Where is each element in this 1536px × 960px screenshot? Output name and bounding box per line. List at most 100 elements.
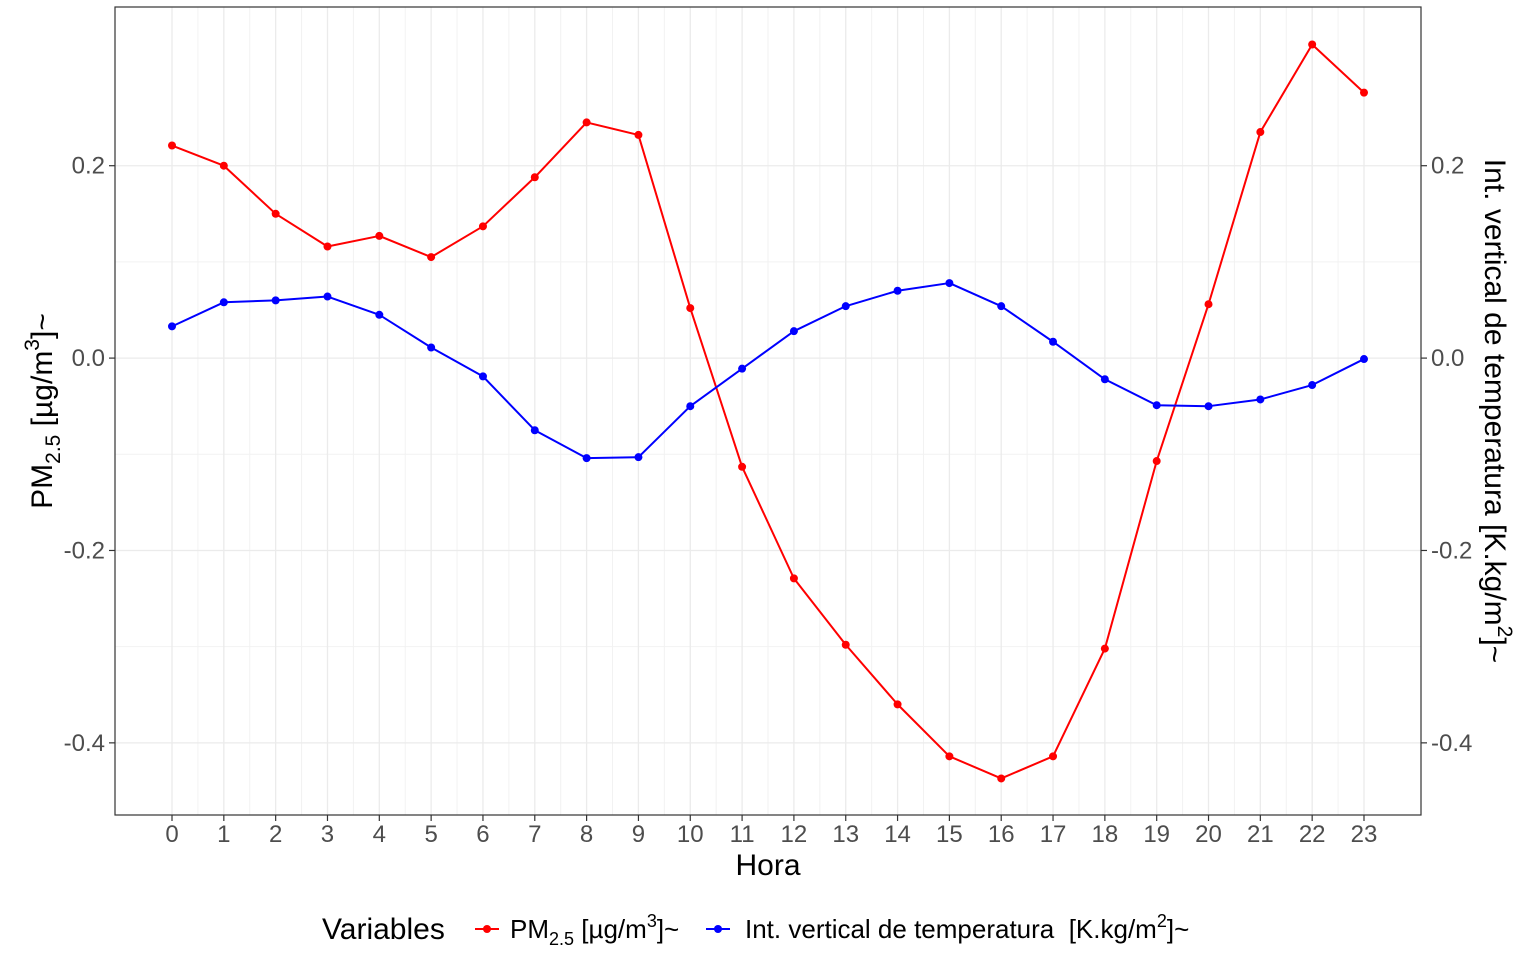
y-tick-label-left: -0.4 bbox=[64, 730, 105, 757]
x-tick-label: 8 bbox=[580, 821, 593, 848]
data-point-temperature bbox=[375, 310, 384, 319]
data-point-pm25 bbox=[841, 640, 850, 649]
data-point-pm25 bbox=[168, 141, 177, 150]
legend-title: Variables bbox=[322, 913, 445, 946]
series-line-pm25 bbox=[171, 43, 1365, 780]
y-left-unit-open: [µg/m bbox=[26, 351, 59, 435]
data-point-temperature bbox=[634, 453, 643, 462]
x-tick-label: 19 bbox=[1143, 821, 1170, 848]
x-tick-label: 16 bbox=[988, 821, 1015, 848]
x-tick-label: 20 bbox=[1195, 821, 1222, 848]
data-point-pm25 bbox=[1204, 300, 1213, 309]
x-tick-label: 1 bbox=[217, 821, 230, 848]
x-tick-label: 7 bbox=[528, 821, 541, 848]
data-point-temperature bbox=[1100, 375, 1109, 384]
grid-layer bbox=[115, 7, 1421, 815]
data-point-pm25 bbox=[945, 752, 954, 761]
y-tick-label-right: 0.0 bbox=[1431, 345, 1464, 372]
data-point-temperature bbox=[738, 364, 747, 373]
y-left-unit-close: ]~ bbox=[26, 313, 59, 339]
data-point-pm25 bbox=[1359, 88, 1368, 97]
data-point-pm25 bbox=[738, 462, 747, 471]
y-right-close: ]~ bbox=[1478, 637, 1511, 663]
data-point-temperature bbox=[1359, 355, 1368, 364]
data-point-temperature bbox=[530, 426, 539, 435]
x-tick-label: 23 bbox=[1351, 821, 1378, 848]
y-left-sub: 2.5 bbox=[42, 435, 65, 464]
data-point-temperature bbox=[1256, 395, 1265, 404]
x-tick-label: 5 bbox=[424, 821, 437, 848]
y-right-text: Int. vertical de temperatura [K.kg/m bbox=[1478, 159, 1511, 626]
data-point-pm25 bbox=[375, 231, 384, 240]
x-axis-title: Hora bbox=[735, 849, 800, 882]
legend-key-temperature-point bbox=[714, 925, 722, 933]
x-tick-label: 15 bbox=[936, 821, 963, 848]
legend-pm25-base: PM bbox=[510, 914, 549, 944]
data-point-pm25 bbox=[478, 222, 487, 231]
y-tick-label-right: -0.4 bbox=[1431, 730, 1472, 757]
x-tick-label: 0 bbox=[165, 821, 178, 848]
legend-key-pm25-point bbox=[483, 925, 491, 933]
x-tick-label: 6 bbox=[476, 821, 489, 848]
data-point-pm25 bbox=[997, 774, 1006, 783]
plot-border bbox=[114, 6, 1422, 816]
legend: Variables PM2.5 [µg/m3]~ Int. vertical d… bbox=[322, 911, 1189, 949]
data-point-pm25 bbox=[789, 574, 798, 583]
legend-label-temperature: Int. vertical de temperatura [K.kg/m2]~ bbox=[745, 911, 1189, 944]
y-left-base: PM bbox=[26, 464, 59, 509]
x-tick-label: 12 bbox=[781, 821, 808, 848]
data-point-temperature bbox=[582, 454, 591, 463]
x-tick-label: 2 bbox=[269, 821, 282, 848]
y-axis-left-title: PM2.5 [µg/m3]~ bbox=[21, 313, 65, 509]
data-point-temperature bbox=[789, 327, 798, 336]
legend-pm25-mid: [µg/m bbox=[574, 914, 647, 944]
data-point-pm25 bbox=[427, 253, 436, 262]
x-tick-label: 11 bbox=[730, 821, 755, 848]
data-point-temperature bbox=[945, 279, 954, 288]
y-axis-right-title: Int. vertical de temperatura [K.kg/m2]~ bbox=[1478, 159, 1516, 663]
data-point-pm25 bbox=[686, 304, 695, 313]
data-point-temperature bbox=[1049, 337, 1058, 346]
data-point-temperature bbox=[271, 296, 280, 305]
data-point-pm25 bbox=[1308, 40, 1317, 49]
data-point-temperature bbox=[219, 298, 228, 307]
y-tick-label-right: -0.2 bbox=[1431, 537, 1472, 564]
data-point-temperature bbox=[1152, 401, 1161, 410]
data-point-temperature bbox=[997, 302, 1006, 311]
data-point-pm25 bbox=[219, 161, 228, 170]
legend-label-pm25: PM2.5 [µg/m3]~ bbox=[510, 911, 679, 949]
data-point-temperature bbox=[478, 372, 487, 381]
data-point-pm25 bbox=[1152, 457, 1161, 466]
y-left-sup: 3 bbox=[21, 339, 44, 351]
x-tick-label: 22 bbox=[1299, 821, 1326, 848]
data-point-pm25 bbox=[271, 209, 280, 218]
legend-temperature-end: ]~ bbox=[1167, 914, 1189, 944]
data-point-temperature bbox=[1308, 381, 1317, 390]
y-tick-label-left: -0.2 bbox=[64, 537, 105, 564]
data-point-temperature bbox=[168, 322, 177, 331]
x-tick-label: 21 bbox=[1247, 821, 1274, 848]
x-tick-label: 3 bbox=[321, 821, 334, 848]
x-tick-label: 18 bbox=[1092, 821, 1119, 848]
x-tick-label: 10 bbox=[677, 821, 704, 848]
x-tick-label: 4 bbox=[373, 821, 386, 848]
data-point-temperature bbox=[323, 292, 332, 301]
axis-layer: 0 1 2 3 4 5 6 7 8 9 10 11 12 13 14 15 16 17 18 19 20 21 22 23-0… bbox=[64, 153, 1473, 848]
x-tick-label: 14 bbox=[884, 821, 911, 848]
legend-pm25-sub: 2.5 bbox=[549, 929, 574, 949]
data-point-pm25 bbox=[634, 130, 643, 139]
x-tick-label: 9 bbox=[632, 821, 645, 848]
legend-temperature-sup: 2 bbox=[1157, 911, 1167, 931]
data-point-pm25 bbox=[1100, 644, 1109, 653]
x-tick-label: 13 bbox=[832, 821, 859, 848]
legend-pm25-end: ]~ bbox=[657, 914, 679, 944]
data-point-temperature bbox=[427, 343, 436, 352]
data-point-temperature bbox=[1204, 402, 1213, 411]
legend-pm25-sup: 3 bbox=[647, 911, 657, 931]
legend-temperature-base: Int. vertical de temperatura [K.kg/m bbox=[745, 914, 1157, 944]
data-point-pm25 bbox=[893, 700, 902, 709]
data-point-temperature bbox=[686, 402, 695, 411]
data-point-pm25 bbox=[530, 173, 539, 182]
y-tick-label-left: 0.2 bbox=[72, 153, 105, 180]
